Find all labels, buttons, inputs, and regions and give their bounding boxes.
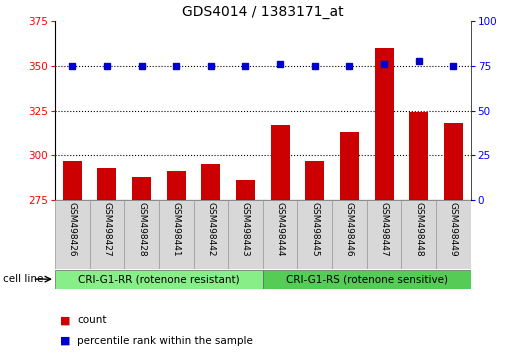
Bar: [132, 177, 151, 200]
Bar: [270, 125, 290, 200]
Bar: [444, 123, 463, 200]
Bar: [201, 164, 220, 200]
Bar: [298, 200, 332, 269]
Bar: [367, 200, 401, 269]
Bar: [436, 200, 471, 269]
Text: percentile rank within the sample: percentile rank within the sample: [77, 336, 253, 346]
Text: GSM498442: GSM498442: [207, 202, 215, 257]
Bar: [124, 200, 159, 269]
Text: GSM498443: GSM498443: [241, 202, 250, 257]
Bar: [305, 161, 324, 200]
Text: CRI-G1-RS (rotenone sensitive): CRI-G1-RS (rotenone sensitive): [286, 274, 448, 284]
Bar: [263, 270, 471, 289]
Text: GSM498446: GSM498446: [345, 202, 354, 257]
Text: ■: ■: [60, 315, 71, 325]
Bar: [63, 161, 82, 200]
Bar: [159, 200, 194, 269]
Text: ■: ■: [60, 336, 71, 346]
Bar: [332, 200, 367, 269]
Bar: [194, 200, 228, 269]
Text: GSM498428: GSM498428: [137, 202, 146, 257]
Bar: [409, 113, 428, 200]
Text: GSM498447: GSM498447: [380, 202, 389, 257]
Bar: [236, 180, 255, 200]
Bar: [374, 48, 394, 200]
Text: GSM498445: GSM498445: [310, 202, 319, 257]
Text: cell line: cell line: [3, 274, 43, 284]
Bar: [55, 270, 263, 289]
Text: GSM498441: GSM498441: [172, 202, 180, 257]
Text: CRI-G1-RR (rotenone resistant): CRI-G1-RR (rotenone resistant): [78, 274, 240, 284]
Text: GSM498426: GSM498426: [68, 202, 77, 257]
Bar: [89, 200, 124, 269]
Title: GDS4014 / 1383171_at: GDS4014 / 1383171_at: [182, 5, 344, 19]
Text: GSM498449: GSM498449: [449, 202, 458, 257]
Bar: [97, 168, 117, 200]
Bar: [228, 200, 263, 269]
Bar: [340, 132, 359, 200]
Text: GSM498448: GSM498448: [414, 202, 423, 257]
Bar: [55, 200, 89, 269]
Bar: [401, 200, 436, 269]
Text: count: count: [77, 315, 106, 325]
Bar: [263, 200, 298, 269]
Bar: [167, 171, 186, 200]
Text: GSM498444: GSM498444: [276, 202, 285, 257]
Text: GSM498427: GSM498427: [103, 202, 111, 257]
